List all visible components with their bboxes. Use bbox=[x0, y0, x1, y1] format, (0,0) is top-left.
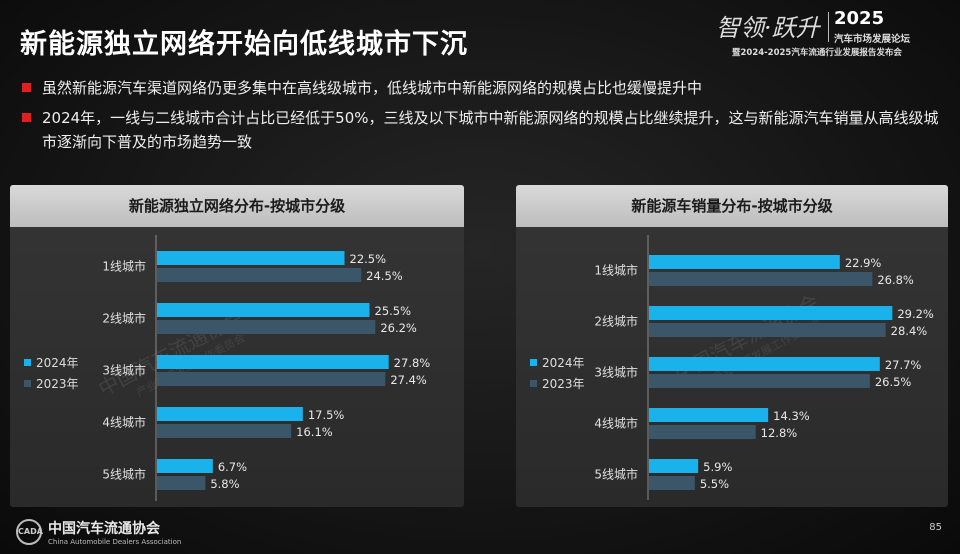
footer-logo-english: China Automobile Dealers Association bbox=[48, 538, 182, 546]
bar-2023 bbox=[649, 425, 756, 439]
data-label: 14.3% bbox=[773, 409, 810, 423]
category-label: 2线城市 bbox=[102, 311, 146, 326]
data-label: 17.5% bbox=[308, 408, 345, 422]
category-label: 4线城市 bbox=[594, 416, 638, 431]
data-label: 27.7% bbox=[885, 358, 922, 372]
data-label: 22.5% bbox=[350, 252, 387, 266]
bar-2023 bbox=[157, 268, 362, 282]
data-label: 22.9% bbox=[845, 256, 882, 270]
bar-2023 bbox=[157, 320, 376, 334]
brand-year: 2025 bbox=[834, 8, 885, 29]
data-label: 25.5% bbox=[375, 304, 412, 318]
bullet-list: 虽然新能源汽车渠道网络仍更多集中在高线级城市，低线城市中新能源网络的规模占比也缓… bbox=[20, 76, 940, 160]
legend-label: 2024年 bbox=[36, 356, 79, 370]
bullet-square-icon bbox=[22, 83, 31, 92]
data-label: 26.5% bbox=[875, 375, 912, 389]
data-label: 26.8% bbox=[877, 273, 914, 287]
chart-legend: 2024年 2023年 bbox=[530, 352, 585, 394]
bar-2024 bbox=[649, 459, 699, 473]
page-title: 新能源独立网络开始向低线城市下沉 bbox=[20, 29, 468, 60]
legend-item-2024: 2024年 bbox=[24, 352, 79, 373]
chart-body: 中国汽车流通协会 产业协调发展工作委员会 1线城市 22.9% 26.8% 2线城市 2… bbox=[516, 227, 948, 507]
data-label: 26.2% bbox=[380, 321, 417, 335]
legend-label: 2023年 bbox=[36, 377, 79, 391]
bar-2024 bbox=[157, 459, 213, 473]
legend-swatch bbox=[24, 380, 31, 387]
legend-item-2023: 2023年 bbox=[24, 373, 79, 394]
data-label: 24.5% bbox=[366, 269, 403, 283]
category-label: 3线城市 bbox=[594, 365, 638, 380]
legend-item-2024: 2024年 bbox=[530, 352, 585, 373]
bullet-text: 虽然新能源汽车渠道网络仍更多集中在高线级城市，低线城市中新能源网络的规模占比也缓… bbox=[42, 79, 703, 97]
legend-swatch bbox=[24, 359, 31, 366]
data-label: 27.8% bbox=[394, 356, 431, 370]
chart-body: 中国汽车流通协会 产业协调发展工作委员会 1线城市22.5%24.5%2线城市2… bbox=[10, 227, 464, 507]
chart-title: 新能源车销量分布-按城市分级 bbox=[516, 185, 948, 227]
data-label: 12.8% bbox=[761, 426, 798, 440]
bar-2024 bbox=[157, 251, 345, 265]
bar-2023 bbox=[157, 476, 206, 490]
brand-forum: 汽车市场发展论坛 bbox=[834, 34, 911, 45]
category-label: 2线城市 bbox=[594, 314, 638, 329]
data-label: 5.5% bbox=[700, 477, 729, 491]
cada-logo-icon: CADA bbox=[16, 519, 43, 545]
category-label: 4线城市 bbox=[102, 415, 146, 430]
bar-2023 bbox=[649, 323, 886, 337]
legend-label: 2023年 bbox=[542, 377, 585, 391]
brand-subtitle: 暨2024-2025汽车流通行业发展报告发布会 bbox=[732, 48, 902, 58]
bar-2024 bbox=[157, 303, 370, 317]
bar-2023 bbox=[157, 424, 292, 438]
category-label: 3线城市 bbox=[102, 363, 146, 378]
bar-chart: 1线城市 22.9% 26.8% 2线城市 29.2% 28.4% 3线城市 27.7% 26.… bbox=[594, 235, 934, 500]
bar-2024 bbox=[649, 306, 893, 320]
brand-divider bbox=[828, 12, 829, 42]
bar-2023 bbox=[649, 374, 870, 388]
data-label: 29.2% bbox=[897, 307, 934, 321]
bullet-text: 2024年，一线与二线城市合计占比已经低于50%，三线及以下城市中新能源网络的规… bbox=[42, 109, 939, 151]
data-label: 27.4% bbox=[390, 373, 427, 387]
data-label: 6.7% bbox=[218, 460, 247, 474]
data-label: 16.1% bbox=[296, 425, 333, 439]
network-distribution-chart-panel: 新能源独立网络分布-按城市分级 中国汽车流通协会 产业协调发展工作委员会 1线城… bbox=[10, 185, 464, 507]
data-label: 28.4% bbox=[891, 324, 928, 338]
brand-calligraphy: 智领·跃升 bbox=[716, 14, 820, 42]
bar-2024 bbox=[157, 407, 303, 421]
bar-chart: 1线城市 22.5% 24.5% 2线城市 25.5% 26.2% 3线城市 27.8% 27.… bbox=[102, 235, 431, 501]
footer-logo: CADA 中国汽车流通协会 China Automobile Dealers A… bbox=[16, 518, 181, 546]
chart-legend: 2024年 2023年 bbox=[24, 352, 79, 394]
bar-2024 bbox=[649, 357, 880, 371]
bar-2023 bbox=[649, 272, 873, 286]
legend-label: 2024年 bbox=[542, 356, 585, 370]
category-label: 5线城市 bbox=[102, 467, 146, 482]
category-label: 1线城市 bbox=[102, 259, 146, 274]
bar-2023 bbox=[649, 476, 695, 490]
bar-2023 bbox=[157, 372, 386, 386]
bullet-item: 2024年，一线与二线城市合计占比已经低于50%，三线及以下城市中新能源网络的规… bbox=[20, 106, 940, 154]
event-brand: 智领·跃升 2025 汽车市场发展论坛 暨2024-2025汽车流通行业发展报告… bbox=[716, 6, 946, 60]
category-label: 1线城市 bbox=[594, 263, 638, 278]
footer-logo-name: 中国汽车流通协会 bbox=[48, 521, 160, 537]
chart-title: 新能源独立网络分布-按城市分级 bbox=[10, 185, 464, 227]
bar-2024 bbox=[649, 255, 840, 269]
sales-distribution-chart-panel: 新能源车销量分布-按城市分级 中国汽车流通协会 产业协调发展工作委员会 1线城市… bbox=[516, 185, 948, 507]
legend-item-2023: 2023年 bbox=[530, 373, 585, 394]
category-label: 5线城市 bbox=[594, 467, 638, 482]
bullet-item: 虽然新能源汽车渠道网络仍更多集中在高线级城市，低线城市中新能源网络的规模占比也缓… bbox=[20, 76, 940, 100]
bar-2024 bbox=[157, 355, 389, 369]
data-label: 5.9% bbox=[703, 460, 732, 474]
page-number: 85 bbox=[929, 522, 942, 533]
data-label: 5.8% bbox=[210, 477, 239, 491]
legend-swatch bbox=[530, 359, 537, 366]
bullet-square-icon bbox=[22, 113, 31, 122]
legend-swatch bbox=[530, 380, 537, 387]
bar-2024 bbox=[649, 408, 769, 422]
